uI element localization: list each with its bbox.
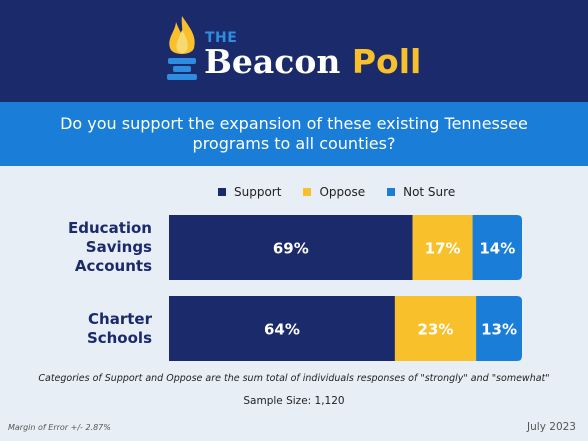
legend-item-not-sure: Not Sure xyxy=(387,185,455,199)
brand-the: THE xyxy=(205,30,238,46)
sample-size: Sample Size: 1,120 xyxy=(243,395,345,407)
brand-poll: Poll xyxy=(351,42,422,81)
torch-icon xyxy=(167,16,197,80)
header-banner: THE Beacon Poll xyxy=(0,0,588,102)
legend-label: Support xyxy=(234,185,282,199)
legend-swatch xyxy=(218,188,226,196)
bar-segment-not-sure xyxy=(476,296,522,361)
data-label: 17% xyxy=(425,240,461,258)
category-label-line: Education xyxy=(68,219,152,237)
category-label: Education Savings Accounts xyxy=(28,219,152,276)
bar-segment-support xyxy=(169,215,413,280)
legend-swatch xyxy=(303,188,312,196)
chart-legend: Support Oppose Not Sure xyxy=(218,184,477,200)
brand-title: Beacon Poll xyxy=(204,42,421,82)
question-band: Do you support the expansion of these ex… xyxy=(0,102,588,166)
category-label-line: Charter xyxy=(88,309,152,328)
category-label-line: Schools xyxy=(86,328,152,347)
footnote: Categories of Support and Oppose are the… xyxy=(38,373,550,384)
data-label: 13% xyxy=(481,321,517,339)
data-label: 14% xyxy=(479,240,515,258)
bar-segment-oppose xyxy=(412,215,473,280)
data-label: 64% xyxy=(264,321,300,339)
category-label-line: Accounts xyxy=(74,257,152,275)
poll-date: July 2023 xyxy=(527,421,576,433)
category-label-line: Savings xyxy=(85,238,152,256)
legend-label: Not Sure xyxy=(403,185,456,199)
legend-label: Oppose xyxy=(319,185,366,199)
poll-question: Do you support the expansion of these ex… xyxy=(60,114,528,153)
legend-swatch xyxy=(387,188,396,196)
bar-segment-not-sure xyxy=(472,215,522,280)
legend-item-oppose: Oppose xyxy=(303,185,365,199)
brand-name: Beacon xyxy=(204,42,341,81)
bar-segment-support xyxy=(169,296,395,361)
margin-of-error: Margin of Error +/- 2.87% xyxy=(8,423,111,432)
bar-segment-oppose xyxy=(394,296,477,361)
category-label: Charter Schools xyxy=(28,310,152,348)
data-label: 23% xyxy=(418,321,454,339)
data-label: 69% xyxy=(273,240,309,258)
legend-item-support: Support xyxy=(218,185,281,199)
